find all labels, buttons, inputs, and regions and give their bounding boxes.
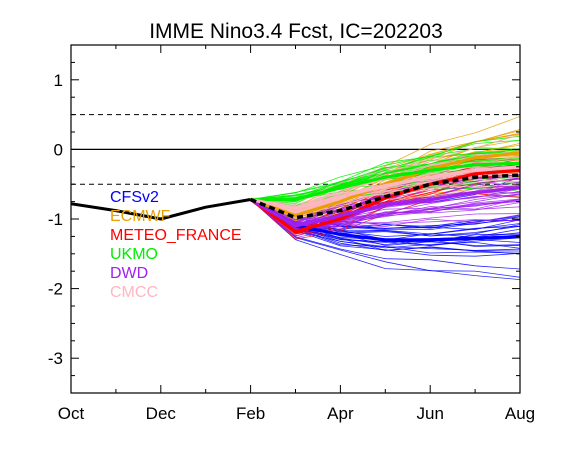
y-tick-label: 1 [54,71,63,90]
x-tick-label: Oct [58,404,85,423]
legend-entry-dwd: DWD [110,265,148,282]
member-line-ukmo [250,154,520,203]
plot-area [71,114,520,280]
ensemble-mean-line [249,173,520,220]
axes: Oct Dec Feb Apr Jun Aug 1 0 -1 -2 -3 [48,44,535,423]
member-line-cfsv2 [250,199,520,270]
legend: CFSv2 ECMWF METEO_FRANCE UKMO DWD CMCC [110,189,242,301]
x-tick-label: Jun [416,404,443,423]
y-tick-label: -3 [48,349,63,368]
member-line-ukmo [250,139,520,200]
mean-line-dwd [249,186,520,228]
chart-title: IMME Nino3.4 Fcst, IC=202203 [149,20,443,43]
member-line-cmcc [250,174,520,214]
member-line-cfsv2 [250,199,520,280]
legend-entry-meteo-france: METEO_FRANCE [110,227,242,244]
x-tick-label: Apr [327,404,354,423]
x-tick-label: Feb [236,404,265,423]
mean-line-ukmo [250,161,520,202]
mean-line-cmcc [250,165,520,211]
member-line-dwd [250,199,520,239]
member-line-ukmo [250,152,520,200]
legend-entry-cmcc: CMCC [110,284,158,301]
member-line-cmcc [250,161,520,212]
y-tick-label: -1 [48,210,63,229]
legend-entry-ukmo: UKMO [110,246,158,263]
member-line-dwd [250,199,520,237]
x-tick-label: Aug [505,404,535,423]
member-line-ukmo [250,148,520,200]
y-tick-label: 0 [54,140,63,159]
legend-entry-cfsv2: CFSv2 [110,189,159,206]
x-tick-label: Dec [146,404,177,423]
member-line-ukmo [250,157,520,202]
y-tick-label: -2 [48,280,63,299]
observed-line [71,198,251,221]
member-line-dwd [250,177,520,229]
legend-entry-ecmwf: ECMWF [110,208,171,225]
